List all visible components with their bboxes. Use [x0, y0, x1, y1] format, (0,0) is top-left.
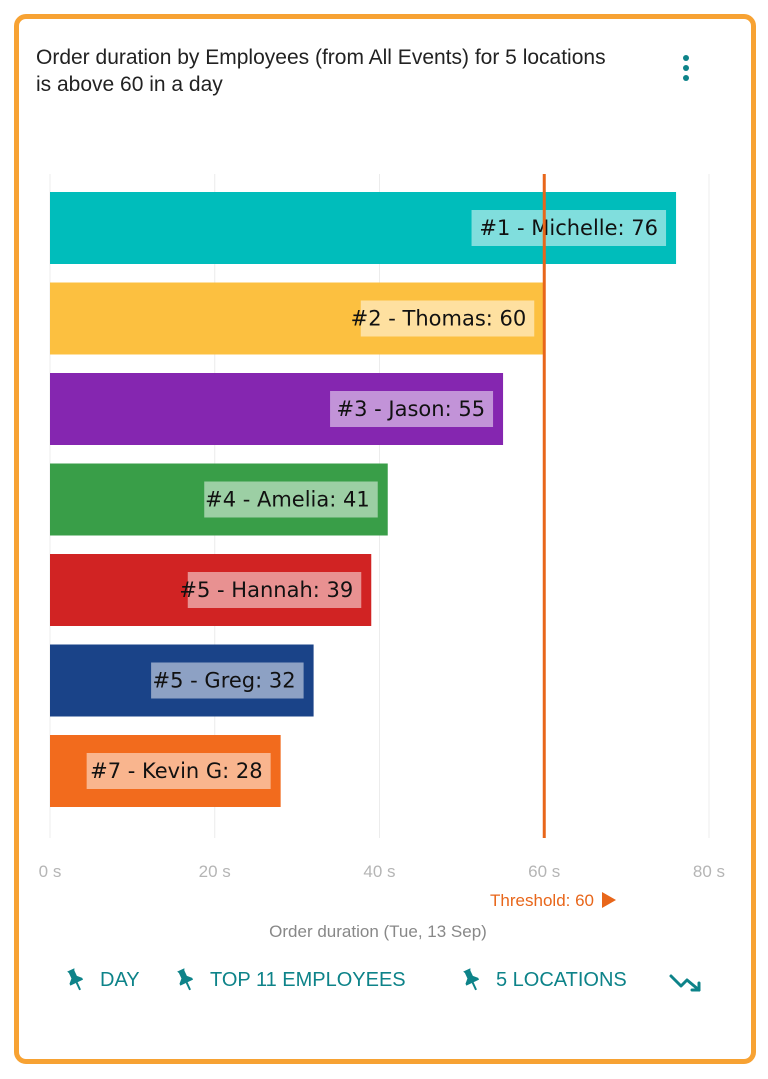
threshold-label: Threshold: 60: [490, 891, 594, 910]
pin-icon: [67, 968, 84, 991]
bar-chart: 0 s 20 s 40 s 60 s 80 s #1 - Michelle: 76 #2 -…: [39, 174, 725, 941]
chip-locations[interactable]: 5 LOCATIONS: [460, 960, 627, 1000]
more-vertical-icon[interactable]: [674, 52, 698, 86]
x-tick-label: 0 s: [39, 862, 62, 881]
data-label: #7 - Kevin G: 28: [90, 759, 263, 783]
data-label: #4 - Amelia: 41: [205, 488, 370, 512]
data-label: #1 - Michelle: 76: [479, 216, 658, 240]
data-label-background: [360, 300, 535, 337]
filter-bar: DAY TOP 11 EMPLOYEES 5 LOCATIONS: [0, 960, 768, 1000]
data-label-background: [187, 572, 362, 608]
chip-day[interactable]: DAY: [64, 960, 140, 1000]
chart-title: Order duration by Employees (from All Ev…: [36, 46, 606, 96]
data-label: #5 - Greg: 32: [153, 669, 296, 693]
data-label: #2 - Thomas: 60: [351, 307, 527, 331]
data-label-background: [86, 753, 271, 789]
x-tick-label: 40 s: [363, 862, 395, 881]
chip-top-employees-label: TOP 11 EMPLOYEES: [210, 968, 406, 991]
data-label-background: [330, 391, 494, 427]
pin-icon: [463, 968, 480, 991]
chip-top-employees[interactable]: TOP 11 EMPLOYEES: [174, 960, 406, 1000]
chip-day-label: DAY: [100, 968, 140, 991]
chart-card: [14, 14, 756, 1064]
x-tick-label: 20 s: [199, 862, 231, 881]
pin-icon: [177, 968, 194, 991]
trending-down-icon[interactable]: [668, 968, 704, 999]
data-label-background: [151, 662, 304, 699]
chip-locations-label: 5 LOCATIONS: [496, 968, 627, 991]
data-label-background: [204, 481, 378, 518]
x-axis-title: Order duration (Tue, 13 Sep): [269, 922, 487, 941]
data-label-background: [471, 210, 667, 246]
x-tick-label: 60 s: [528, 862, 560, 881]
data-label: #3 - Jason: 55: [337, 397, 486, 421]
data-label: #5 - Hannah: 39: [179, 578, 353, 602]
threshold-arrow-icon: [602, 892, 616, 908]
x-tick-label: 80 s: [693, 862, 725, 881]
